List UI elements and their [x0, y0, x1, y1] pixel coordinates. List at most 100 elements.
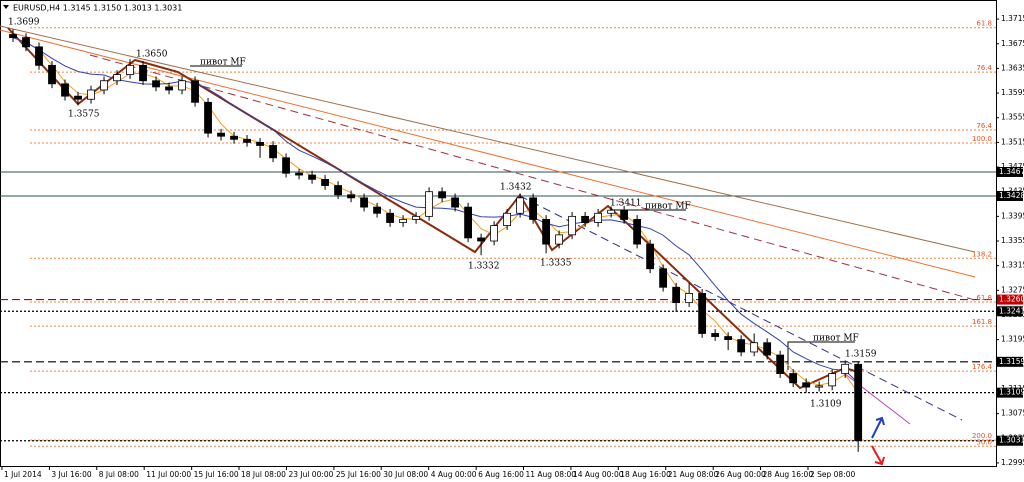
candle-body: [828, 373, 837, 387]
annotation: 1.3109: [810, 400, 842, 410]
fib-label: 176.4: [972, 363, 993, 371]
fib-label: 61.8: [976, 294, 992, 302]
price-label: 1.3428: [999, 191, 1024, 200]
candle-body: [698, 293, 707, 334]
candle-body: [477, 237, 485, 242]
candle-body: [451, 197, 459, 208]
candle-body: [542, 219, 551, 245]
y-tick-label: 1.3715: [1001, 14, 1024, 23]
candle-body: [516, 197, 525, 214]
candle-body: [789, 373, 798, 384]
menu-icon[interactable]: [3, 5, 9, 9]
candle-body: [230, 135, 238, 140]
trend-line: [519, 195, 963, 421]
plot-frame: [0, 0, 997, 467]
down-arrow: [871, 445, 883, 465]
x-tick-label: 11 Jul 00:00: [146, 470, 191, 479]
candle-body: [711, 333, 720, 337]
x-tick-label: 26 Aug 00:00: [715, 470, 766, 479]
candle-body: [217, 132, 225, 137]
candle-body: [373, 206, 381, 214]
y-tick-label: 1.3275: [1001, 285, 1024, 294]
candle-body: [841, 363, 850, 374]
up-arrow-head: [875, 416, 885, 426]
fib-label: 76.4: [976, 64, 992, 72]
price-label-box: [997, 166, 1023, 177]
fib-label: 100.0: [972, 135, 992, 143]
y-tick-label: 1.3195: [1001, 335, 1024, 344]
candle-body: [555, 234, 564, 245]
candle-body: [100, 80, 108, 91]
x-tick-label: 4 Aug 00:00: [431, 470, 477, 479]
x-tick-label: 25 Jul 16:00: [336, 470, 381, 479]
candle-body: [503, 212, 512, 227]
x-tick-label: 18 Aug 16:00: [620, 470, 671, 479]
trend-line: [839, 369, 911, 425]
price-label-box: [997, 294, 1023, 305]
candle-body: [256, 141, 264, 146]
annotation: пивот MF: [813, 334, 859, 344]
price-label: 1.3159: [999, 357, 1024, 366]
candle-body: [802, 382, 811, 388]
candle-body: [646, 243, 655, 270]
x-tick-label: 21 Aug 08:00: [668, 470, 719, 479]
fast-moving-average: [12, 37, 859, 394]
candle-body: [126, 64, 134, 75]
x-tick-label: 23 Jul 00:00: [288, 470, 333, 479]
candle-body: [815, 385, 824, 388]
price-label: 1.3241: [999, 306, 1024, 315]
y-tick-label: 1.3635: [1001, 63, 1024, 72]
y-tick-label: 1.3675: [1001, 39, 1024, 48]
price-label-box: [997, 356, 1023, 367]
price-label: 1.3109: [999, 388, 1024, 397]
candle-body: [295, 172, 303, 176]
levels: [0, 27, 996, 447]
candle-body: [139, 64, 147, 82]
candle-body: [724, 336, 733, 341]
x-tick-label: 18 Jul 08:00: [241, 470, 286, 479]
price-label-box: [997, 191, 1023, 202]
trend-line: [0, 29, 976, 278]
price-label-box: [997, 435, 1023, 446]
candle-body: [61, 83, 69, 97]
candle-body: [347, 194, 355, 199]
annotation: 1.3335: [540, 259, 572, 269]
candle-body: [308, 174, 316, 180]
price-label: 1.3031: [999, 436, 1024, 445]
candle-body: [685, 293, 694, 304]
y-tick-label: 1.3595: [1001, 88, 1024, 97]
candle-body: [412, 215, 420, 220]
candle-body: [191, 80, 199, 103]
price-label-box: [997, 387, 1023, 398]
candle-body: [334, 185, 342, 196]
y-tick-label: 1.3315: [1001, 261, 1024, 270]
annotation: 1.3650: [136, 50, 168, 60]
down-arrow-head: [874, 456, 885, 466]
annotation: 1.3411: [610, 199, 642, 209]
y-tick-label: 1.3475: [1001, 162, 1024, 171]
annotation: пивот MF: [645, 202, 691, 212]
y-tick-label: 1.3075: [1001, 409, 1024, 418]
annotation: 1.3432: [500, 183, 532, 193]
fib-label: 50.0: [976, 438, 992, 446]
annotation: 1.3332: [468, 262, 500, 272]
candle-body: [113, 74, 121, 82]
x-tick-label: 2 Sep 08:00: [810, 470, 856, 479]
candle-body: [854, 363, 863, 442]
candle-body: [87, 89, 95, 100]
candle-body: [386, 212, 394, 223]
price-label-box: [997, 306, 1023, 317]
candle-body: [620, 209, 629, 220]
candle-body: [399, 219, 407, 223]
fib-label: 61.8: [976, 20, 992, 28]
candle-body: [659, 268, 668, 288]
x-tick-label: 3 Jul 16:00: [51, 470, 91, 479]
candle-body: [672, 286, 681, 304]
y-tick-label: 1.3395: [1001, 211, 1024, 220]
annotation: 1.3159: [845, 350, 877, 360]
x-tick-label: 8 Jul 08:00: [99, 470, 139, 479]
candle-body: [750, 342, 759, 353]
candle-body: [152, 80, 160, 88]
y-tick-label: 1.3555: [1001, 113, 1024, 122]
candle-body: [425, 191, 433, 217]
